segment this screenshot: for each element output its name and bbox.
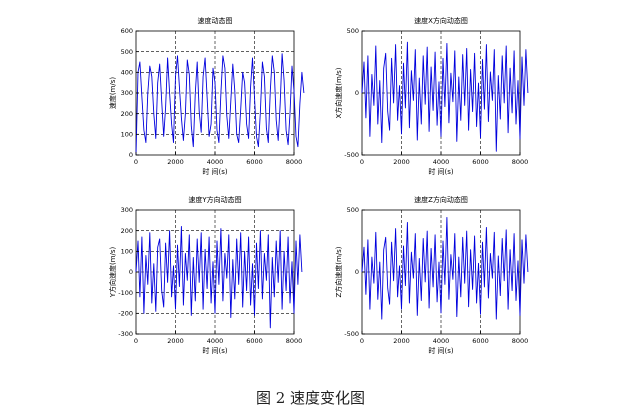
y-axis-label: Z方向速度(m/s) [334, 246, 343, 297]
y-tick-label: 0 [129, 151, 133, 159]
chart-title: 速度动态图 [198, 16, 233, 25]
y-tick-label: 0 [355, 89, 359, 97]
y-tick-label: 500 [121, 48, 133, 56]
x-tick-label: 0 [134, 337, 138, 345]
y-tick-label: -100 [118, 289, 133, 297]
y-tick-label: 0 [355, 268, 359, 276]
series-line-1 [361, 41, 529, 152]
x-tick-label: 4000 [207, 337, 224, 345]
y-tick-label: 100 [121, 248, 133, 256]
y-tick-label: -500 [344, 330, 359, 338]
x-tick-label: 0 [360, 158, 364, 166]
x-tick-label: 6000 [472, 158, 489, 166]
y-tick-label: 200 [121, 110, 133, 118]
y-axis-label: Y方向速度(m/s) [108, 246, 117, 298]
x-axis-label: 时 间(s) [202, 346, 228, 355]
x-tick-label: 8000 [512, 337, 529, 345]
y-tick-label: 300 [121, 89, 133, 97]
y-tick-label: 200 [121, 227, 133, 235]
y-axis-label: 速度(m/s) [108, 77, 117, 110]
y-tick-label: 100 [121, 131, 133, 139]
chart-title: 速度Z方向动态图 [414, 195, 468, 204]
y-tick-label: -500 [344, 151, 359, 159]
x-tick-label: 0 [134, 158, 138, 166]
x-tick-label: 2000 [167, 337, 184, 345]
x-tick-label: 4000 [433, 158, 450, 166]
chart-panel-1: 0 2000 4000 6000 8000 0 100 200 300 400 500 600 速度动态… [108, 16, 305, 176]
y-tick-label: -300 [118, 330, 133, 338]
y-tick-label: 300 [121, 206, 133, 214]
x-tick-label: 2000 [167, 158, 184, 166]
y-tick-label: 500 [347, 27, 359, 35]
x-tick-label: 6000 [472, 337, 489, 345]
series-line-1 [135, 53, 305, 156]
series-line-1 [135, 226, 303, 329]
x-tick-label: 0 [360, 337, 364, 345]
y-tick-label: 400 [121, 69, 133, 77]
x-axis-label: 时 间(s) [202, 167, 228, 176]
y-tick-label: 500 [347, 206, 359, 214]
x-axis-label: 时 间(s) [428, 346, 454, 355]
y-tick-label: -200 [118, 310, 133, 318]
x-tick-label: 6000 [246, 158, 263, 166]
chart-title: 速度X方向动态图 [414, 16, 468, 25]
series-line-1 [361, 216, 529, 320]
x-tick-label: 4000 [207, 158, 224, 166]
x-tick-label: 2000 [393, 337, 410, 345]
x-axis-label: 时 间(s) [428, 167, 454, 176]
x-tick-label: 2000 [393, 158, 410, 166]
x-tick-label: 8000 [286, 337, 303, 345]
figure-caption: 图 2 速度变化图 [255, 389, 366, 407]
x-tick-label: 4000 [433, 337, 450, 345]
x-tick-label: 8000 [512, 158, 529, 166]
chart-title: 速度Y方向动态图 [188, 195, 241, 204]
chart-panel-3: 0 2000 4000 6000 8000 -300 -200 -100 0 100 200 300 速… [108, 195, 303, 355]
y-tick-label: 600 [121, 27, 133, 35]
y-tick-label: 0 [129, 268, 133, 276]
x-tick-label: 8000 [286, 158, 303, 166]
x-tick-label: 6000 [246, 337, 263, 345]
y-axis-label: X方向速度(m/s) [334, 67, 343, 118]
